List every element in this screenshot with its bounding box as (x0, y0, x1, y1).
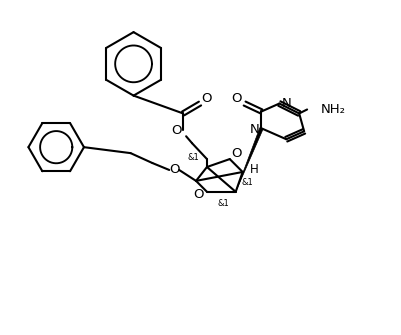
Text: O: O (231, 92, 242, 105)
Text: N: N (250, 123, 259, 136)
Polygon shape (236, 128, 263, 192)
Text: H: H (250, 163, 259, 177)
Text: O: O (171, 124, 182, 137)
Text: NH₂: NH₂ (321, 103, 346, 116)
Text: O: O (193, 188, 203, 201)
Text: O: O (202, 92, 212, 105)
Text: N: N (282, 97, 291, 110)
Text: O: O (169, 163, 180, 177)
Text: &1: &1 (218, 199, 230, 208)
Text: &1: &1 (187, 152, 199, 161)
Text: O: O (231, 147, 242, 159)
Text: &1: &1 (242, 178, 253, 187)
